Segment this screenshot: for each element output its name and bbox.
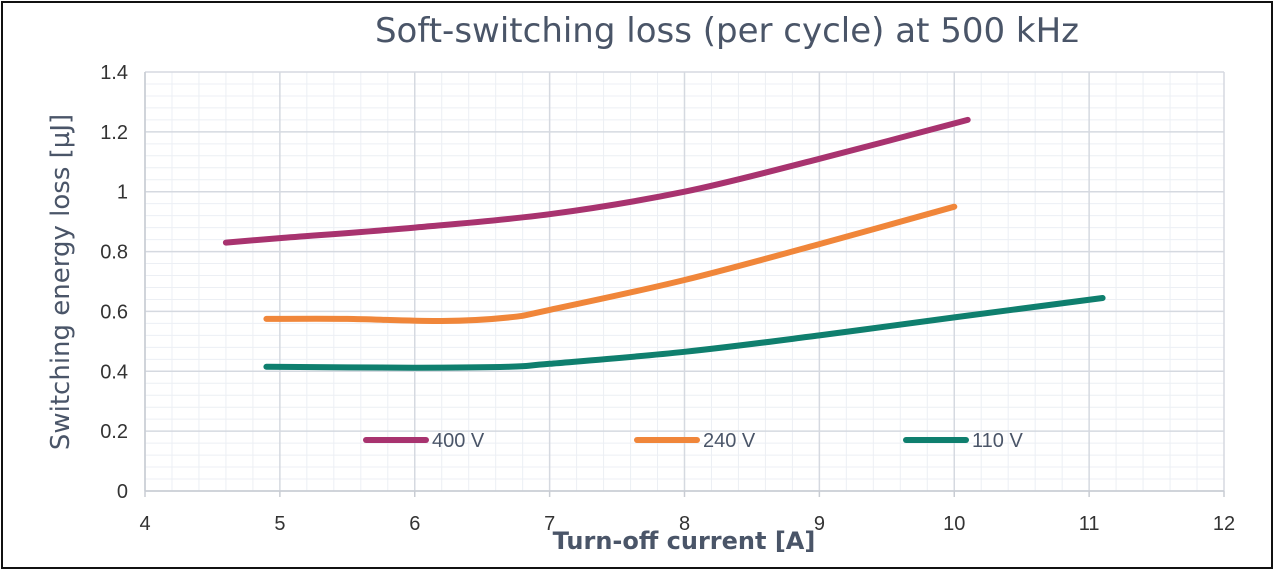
series-line-400v (222, 116, 971, 246)
x-tick-label: 9 (814, 513, 825, 535)
legend-label: 240 V (703, 430, 756, 452)
chart-title: Soft-switching loss (per cycle) at 500 k… (375, 11, 1079, 51)
series-line-240v (263, 203, 958, 325)
x-tick-label: 6 (409, 513, 420, 535)
series-lines (222, 116, 1106, 371)
legend-label: 400 V (432, 430, 485, 452)
y-tick-label: 0.4 (100, 361, 128, 383)
x-tick-label: 10 (943, 513, 965, 535)
y-tick-label: 1.2 (100, 122, 128, 144)
y-axis-title: Switching energy loss [µJ] (46, 114, 76, 450)
x-axis-title: Turn-off current [A] (553, 527, 816, 555)
x-tick-label: 12 (1213, 513, 1235, 535)
legend: 400 V 240 V 110 V (363, 430, 1023, 452)
legend-label: 110 V (972, 430, 1023, 452)
x-tick-label: 8 (679, 513, 690, 535)
x-tick-label: 5 (274, 513, 285, 535)
y-tick-label: 0.8 (100, 242, 128, 264)
y-tick-label: 0.2 (100, 421, 128, 443)
legend-item: 240 V (634, 430, 756, 452)
x-tick-label: 4 (139, 513, 150, 535)
y-tick-label: 0.6 (100, 301, 128, 323)
y-tick-label: 1.4 (100, 62, 128, 84)
y-tick-label: 1 (117, 182, 128, 204)
y-tick-label: 0 (117, 481, 128, 503)
legend-item: 400 V (363, 430, 485, 452)
series-line-110v (263, 295, 1106, 371)
major-gridlines (144, 71, 1225, 492)
x-tick-label: 7 (544, 513, 555, 535)
x-tick-label: 11 (1079, 513, 1100, 535)
tick-labels: 4 5 6 7 8 9 10 11 12 0 0.2 0.4 0.6 0.8 1 1.2 1.4 (100, 62, 1235, 535)
legend-item: 110 V (903, 430, 1023, 452)
